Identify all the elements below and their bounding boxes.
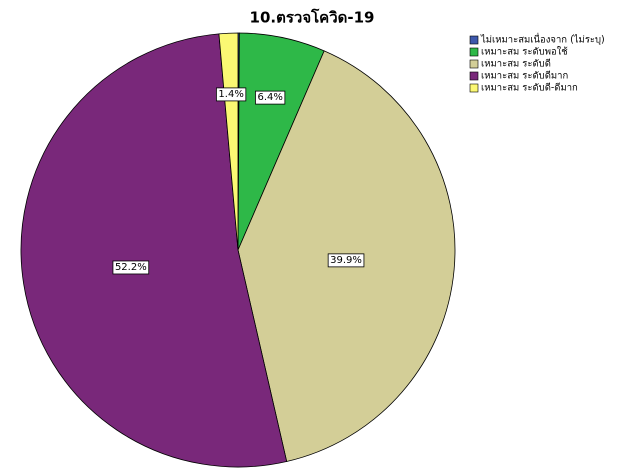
legend-swatch bbox=[469, 59, 479, 69]
legend-label: เหมาะสม ระดับดีมาก bbox=[481, 70, 568, 82]
data-label-text: 39.9% bbox=[330, 255, 362, 266]
data-label-box bbox=[327, 253, 365, 268]
legend-label: เหมาะสม ระดับพอใช้ bbox=[481, 46, 568, 58]
legend-swatch bbox=[469, 71, 479, 81]
legend-label: เหมาะสม ระดับดี bbox=[481, 58, 551, 70]
data-label-box bbox=[216, 87, 247, 102]
data-label-box bbox=[112, 260, 150, 275]
data-label-box bbox=[255, 90, 286, 105]
data-label: 6.4% bbox=[255, 90, 286, 105]
data-label: 1.4% bbox=[216, 87, 247, 102]
data-label: 39.9% bbox=[327, 253, 365, 268]
legend-label: ไม่เหมาะสมเนื่องจาก (ไม่ระบุ) bbox=[480, 33, 605, 46]
chart-title: 10.ตรวจโควิด-19 bbox=[250, 8, 375, 27]
legend-label: เหมาะสม ระดับดี-ดีมาก bbox=[481, 82, 578, 94]
pie-slice bbox=[20, 33, 288, 468]
data-label-text: 52.2% bbox=[115, 262, 147, 273]
legend-swatch bbox=[469, 83, 479, 93]
data-label-text: 1.4% bbox=[218, 89, 243, 100]
pie-slice bbox=[218, 32, 239, 251]
legend-swatch bbox=[469, 47, 479, 57]
data-label: 52.2% bbox=[112, 260, 150, 275]
legend-swatch bbox=[469, 35, 479, 45]
data-label-text: 6.4% bbox=[257, 92, 282, 103]
